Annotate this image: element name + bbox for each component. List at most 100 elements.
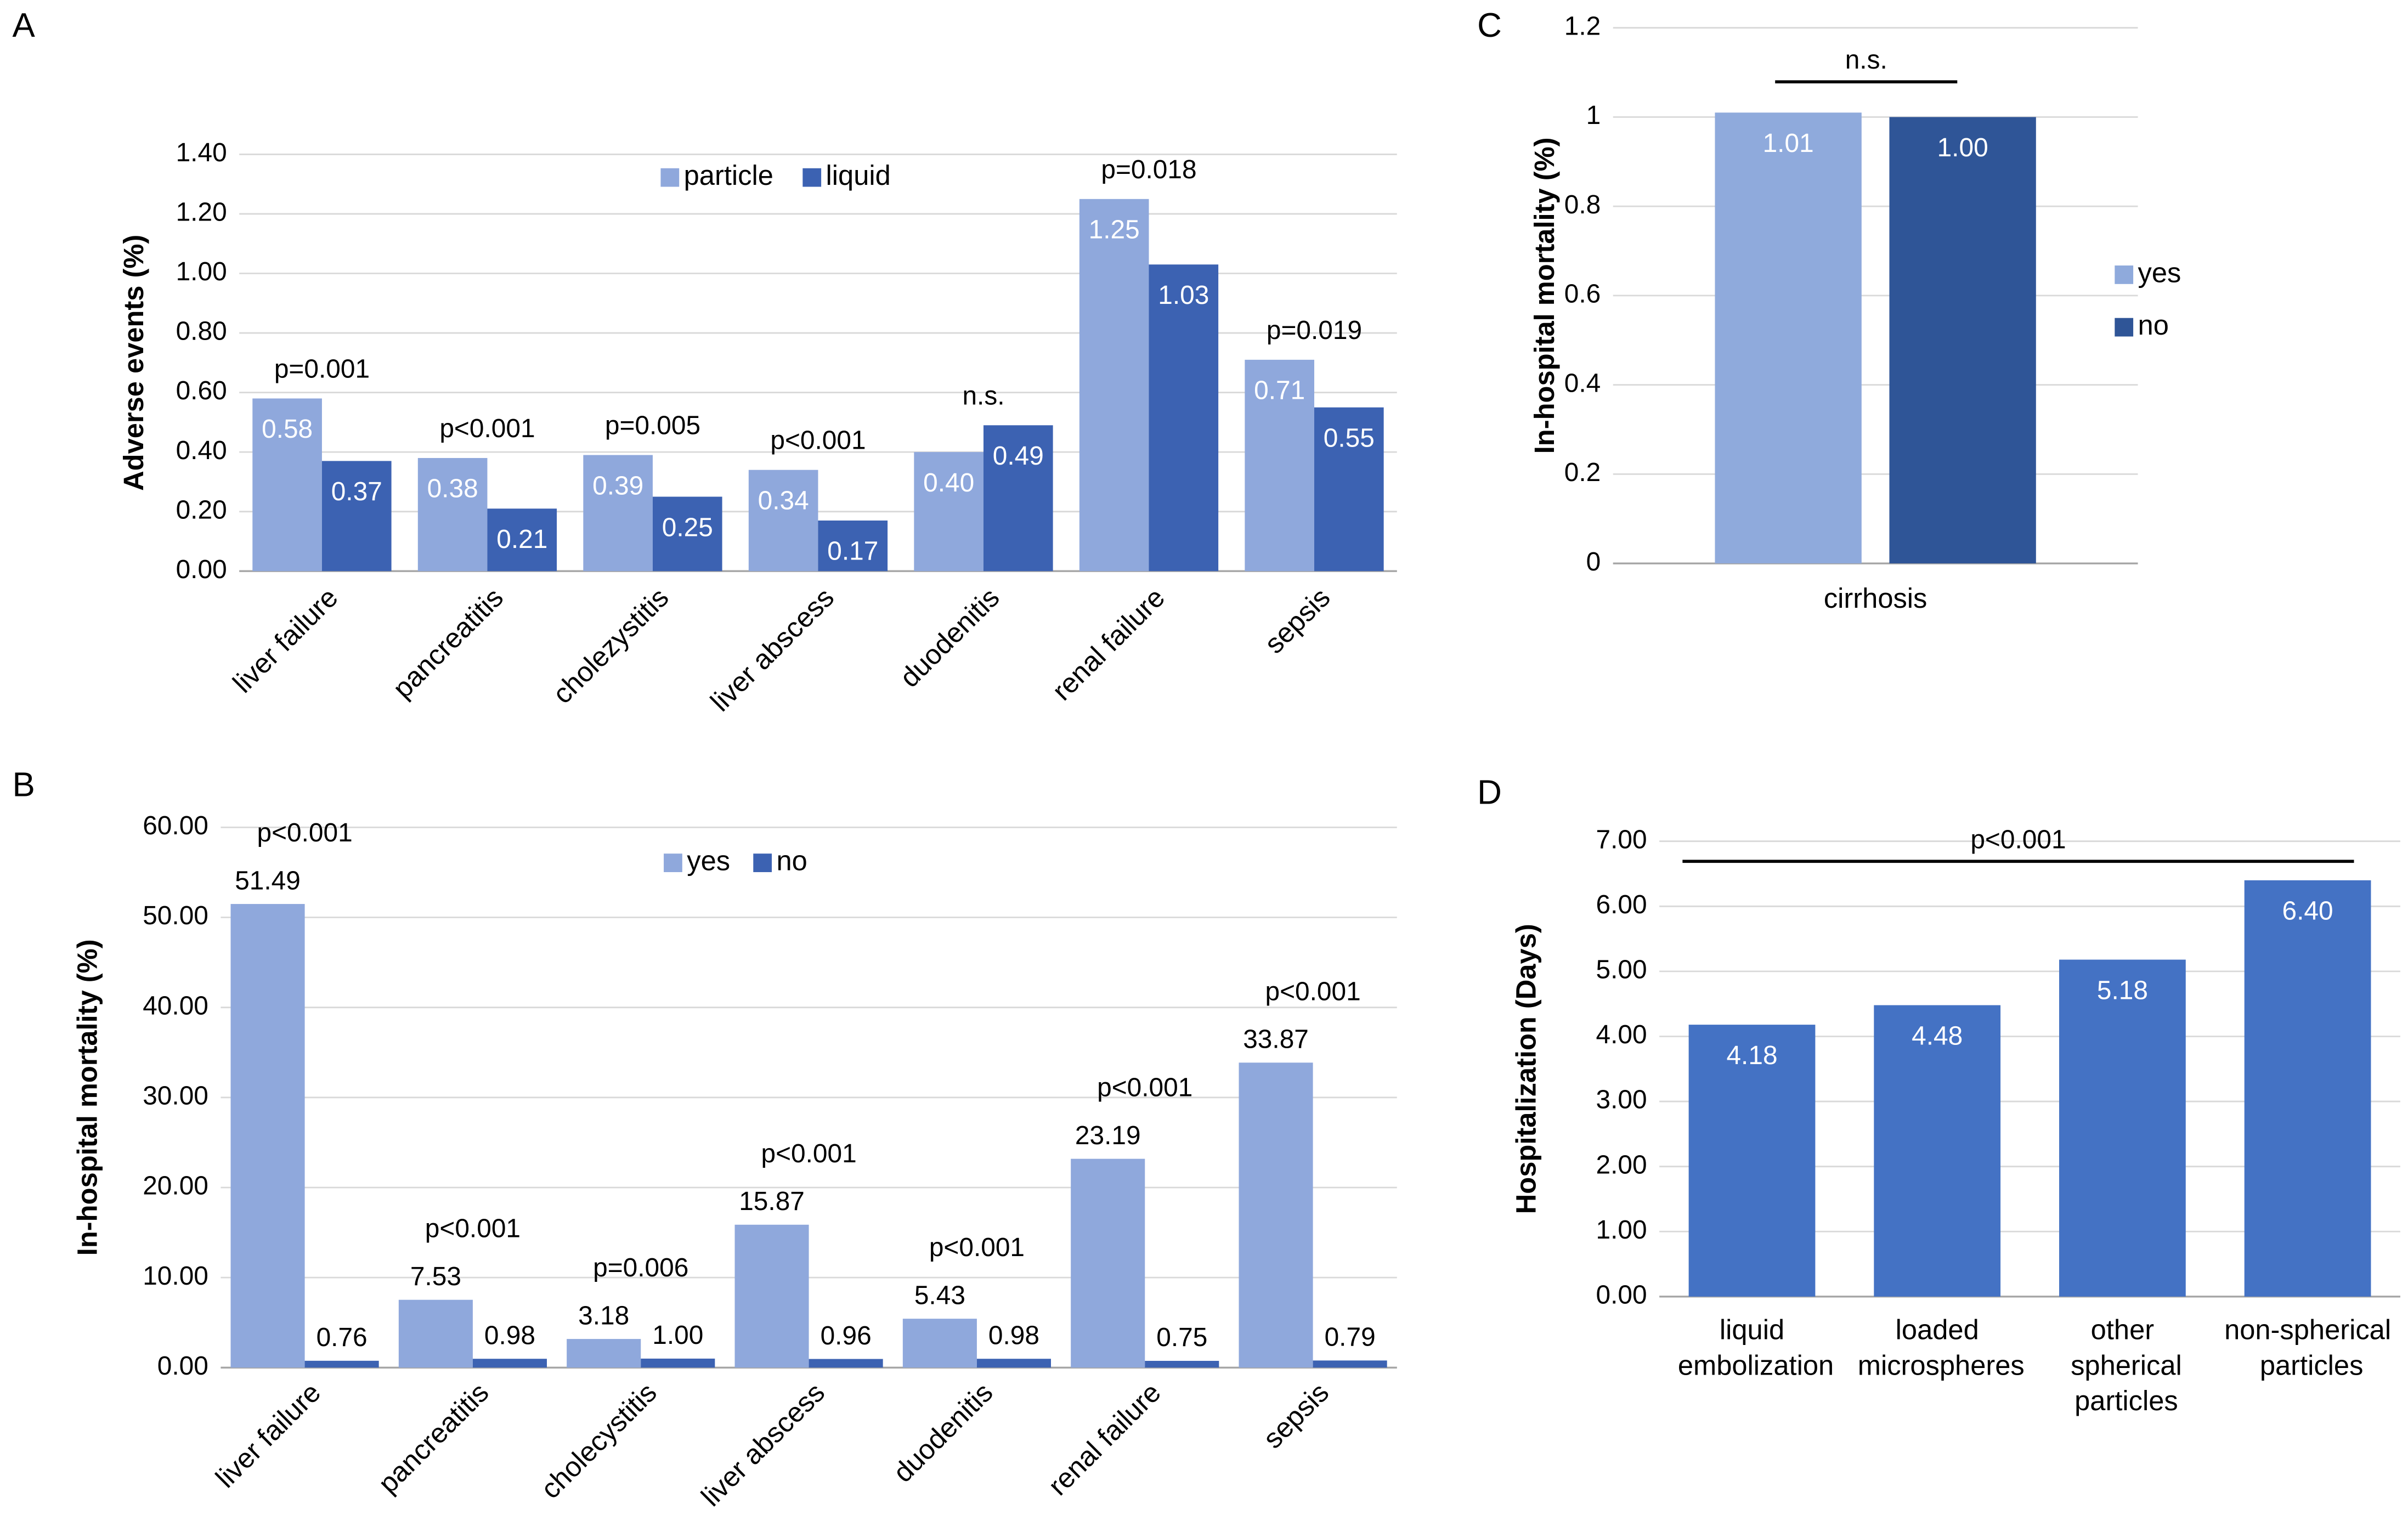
p-value: p=0.001	[274, 354, 370, 383]
value-label: 5.43	[914, 1281, 965, 1310]
x-tick-label: renal failure	[1046, 581, 1171, 706]
label-line: non-spherical	[2224, 1314, 2391, 1346]
x-tick-label: pancreatitis	[372, 1377, 494, 1499]
value-label: 0.98	[484, 1321, 535, 1350]
panel-label: A	[13, 7, 36, 44]
value-label: 0.98	[988, 1321, 1039, 1350]
label-line: embolization	[1670, 1350, 1834, 1381]
value-label: 0.34	[758, 486, 809, 515]
y-tick-label: 0.00	[1596, 1280, 1647, 1309]
y-tick-label: 7.00	[1596, 825, 1647, 854]
p-value: n.s.	[962, 381, 1004, 410]
bar	[641, 1358, 715, 1368]
p-value: p<0.001	[439, 414, 535, 443]
label-line: liquid	[1720, 1314, 1784, 1346]
x-tick-label: non-spherical particles	[2224, 1314, 2391, 1381]
annotation: p<0.001	[1970, 825, 2066, 854]
panel-label: B	[13, 766, 35, 804]
value-label: 5.18	[2097, 976, 2148, 1005]
y-tick-label: 1.2	[1564, 12, 1601, 41]
y-tick-label: 60.00	[143, 811, 208, 840]
y-tick-label: 50.00	[143, 901, 208, 930]
legend-label: no	[2138, 309, 2169, 341]
legend-label: liquid	[826, 160, 891, 191]
x-tick-label: liver abscess	[704, 581, 840, 717]
bar	[652, 496, 722, 572]
p-value: p=0.018	[1101, 155, 1196, 184]
y-axis-label: In-hospital mortality (%)	[72, 939, 103, 1256]
bar	[252, 398, 322, 572]
p-value: p<0.001	[1265, 977, 1360, 1006]
value-label: 0.21	[496, 525, 547, 554]
legend-swatch	[2115, 265, 2134, 284]
value-label: 0.75	[1156, 1323, 1207, 1352]
bar	[818, 520, 888, 572]
x-tick-label: cholecystitis	[535, 1377, 663, 1505]
x-tick-label: duodenitis	[887, 1377, 999, 1489]
y-tick-label: 1.00	[176, 257, 227, 286]
x-tick-label: liver failure	[210, 1377, 326, 1494]
legend-swatch	[664, 853, 682, 872]
panel-label: D	[1477, 774, 1502, 812]
bar	[1145, 1360, 1219, 1368]
value-label: 33.87	[1243, 1025, 1309, 1054]
y-tick-label: 0.60	[176, 376, 227, 405]
y-tick-label: 1.40	[176, 138, 227, 167]
value-label: 1.03	[1158, 281, 1209, 310]
bar	[976, 1359, 1052, 1368]
bar	[1149, 264, 1219, 572]
y-tick-label: 2.00	[1596, 1150, 1647, 1179]
y-tick-label: 0	[1586, 547, 1601, 576]
value-label: 0.40	[923, 468, 974, 498]
p-value: p=0.006	[593, 1253, 688, 1282]
y-axis-label: Adverse events (%)	[118, 235, 149, 491]
y-tick-label: 1.00	[1596, 1216, 1647, 1245]
bar	[1314, 407, 1384, 572]
bar	[567, 1339, 641, 1368]
x-tick-label: renal failure	[1042, 1377, 1167, 1501]
legend-label: no	[776, 845, 807, 876]
bar	[321, 461, 392, 572]
x-tick-label: sepsis	[1257, 1377, 1335, 1455]
value-label: 1.25	[1089, 216, 1140, 245]
label-line: particles	[2067, 1385, 2178, 1416]
legend-label: particle	[684, 160, 773, 191]
value-label: 4.48	[1912, 1021, 1963, 1050]
value-label: 0.38	[427, 474, 478, 504]
legend-label: yes	[687, 845, 730, 876]
bar	[748, 470, 818, 572]
y-tick-label: 1	[1586, 101, 1601, 130]
bar	[230, 904, 305, 1368]
bar	[2244, 880, 2371, 1297]
bar	[734, 1224, 809, 1368]
label-line: other	[2091, 1314, 2155, 1346]
y-tick-label: 0.00	[176, 555, 227, 584]
p-value: p=0.005	[605, 411, 700, 440]
legend-swatch	[802, 168, 822, 187]
x-tick-label: sepsis	[1258, 581, 1336, 659]
annotation: n.s.	[1845, 46, 1887, 75]
y-tick-label: 30.00	[143, 1081, 208, 1110]
y-tick-label: 0.80	[176, 317, 227, 346]
y-tick-label: 40.00	[143, 991, 208, 1020]
label-line: loaded	[1896, 1314, 1979, 1346]
y-tick-label: 0.40	[176, 436, 227, 465]
bar	[1079, 199, 1149, 572]
value-label: 0.39	[592, 471, 643, 500]
y-tick-label: 5.00	[1596, 956, 1647, 985]
bar	[1313, 1360, 1387, 1368]
value-label: 0.25	[662, 513, 713, 542]
p-value: p<0.001	[929, 1233, 1025, 1262]
legend-label: yes	[2138, 257, 2181, 288]
bar	[902, 1319, 977, 1368]
y-tick-label: 6.00	[1596, 890, 1647, 919]
bar	[417, 457, 488, 572]
p-value: p=0.019	[1267, 316, 1362, 345]
value-label: 0.37	[331, 477, 382, 506]
bar	[1715, 112, 1862, 564]
value-label: 4.18	[1726, 1041, 1777, 1070]
bar	[304, 1360, 379, 1368]
y-tick-label: 0.4	[1564, 369, 1601, 398]
